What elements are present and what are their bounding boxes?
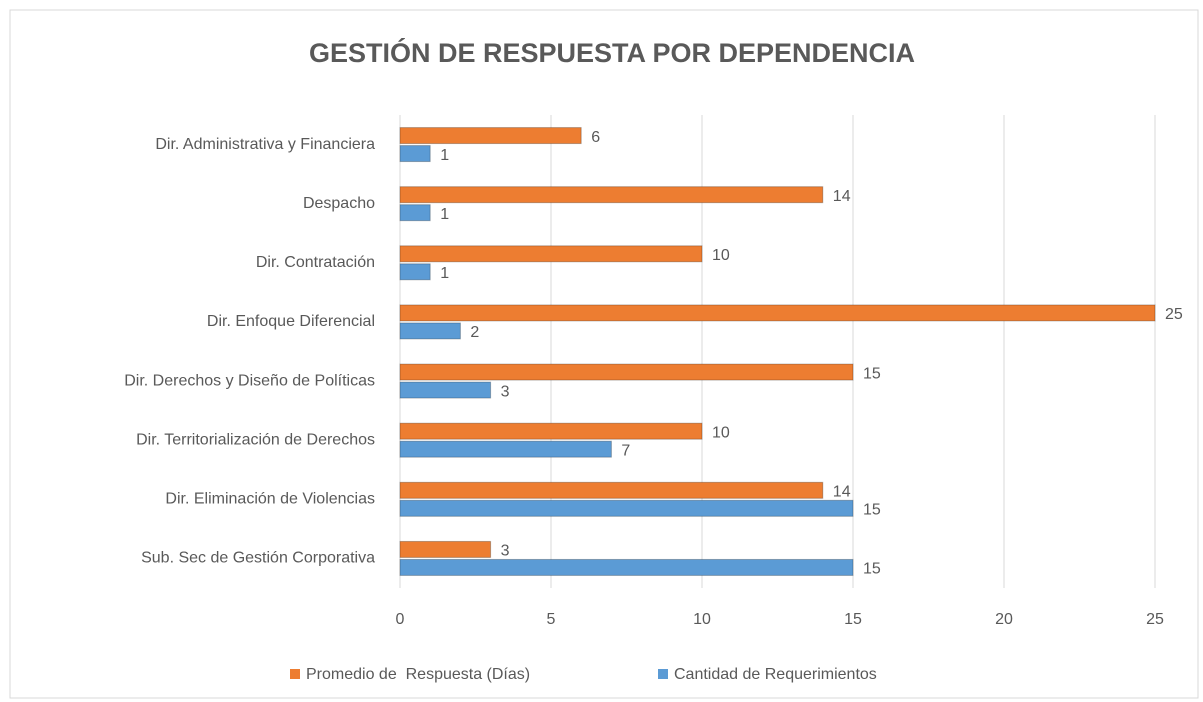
y-tick-label: Sub. Sec de Gestión Corporativa [141,550,375,567]
legend-label: Promedio de Respuesta (Días) [306,666,530,683]
data-label: 6 [591,129,600,146]
legend-swatch [290,669,300,679]
bar [399,186,824,204]
bar [399,481,824,499]
y-tick-label: Dir. Territorialización de Derechos [136,431,375,448]
data-label: 15 [863,365,881,382]
legend-swatch [658,669,668,679]
bar [399,127,582,145]
data-label: 15 [863,502,881,519]
bar [399,204,431,222]
y-tick-label: Despacho [303,195,375,212]
bar [399,245,703,263]
bar [399,440,612,458]
data-label: 14 [833,484,851,501]
y-tick-label: Dir. Administrativa y Financiera [155,136,375,153]
bar [399,422,703,440]
y-tick-label: Dir. Enfoque Diferencial [207,313,375,330]
x-tick-label: 25 [1146,611,1164,628]
data-label: 1 [440,265,449,282]
data-label: 3 [501,543,510,560]
y-tick-label: Dir. Eliminación de Violencias [165,491,375,508]
data-label: 25 [1165,306,1183,323]
legend-label: Cantidad de Requerimientos [674,666,877,683]
bar [399,145,431,163]
chart-title: GESTIÓN DE RESPUESTA POR DEPENDENCIA [309,37,915,68]
data-label: 15 [863,561,881,578]
x-tick-label: 0 [396,611,405,628]
data-label: 10 [712,247,730,264]
x-tick-label: 15 [844,611,862,628]
bar [399,304,1156,322]
x-tick-label: 10 [693,611,711,628]
data-label: 1 [440,147,449,164]
x-tick-label: 20 [995,611,1013,628]
data-label: 3 [501,383,510,400]
bar [399,263,431,281]
bar [399,540,492,558]
bar [399,499,854,517]
data-label: 7 [621,442,630,459]
y-tick-label: Dir. Contratación [256,254,375,271]
data-label: 10 [712,424,730,441]
data-label: 14 [833,188,851,205]
bar [399,558,854,576]
bar [399,322,461,340]
data-label: 2 [470,324,479,341]
chart-border [9,9,1199,699]
bar [399,381,492,399]
bar [399,363,854,381]
x-tick-label: 5 [547,611,556,628]
y-tick-label: Dir. Derechos y Diseño de Políticas [124,372,375,389]
data-label: 1 [440,206,449,223]
